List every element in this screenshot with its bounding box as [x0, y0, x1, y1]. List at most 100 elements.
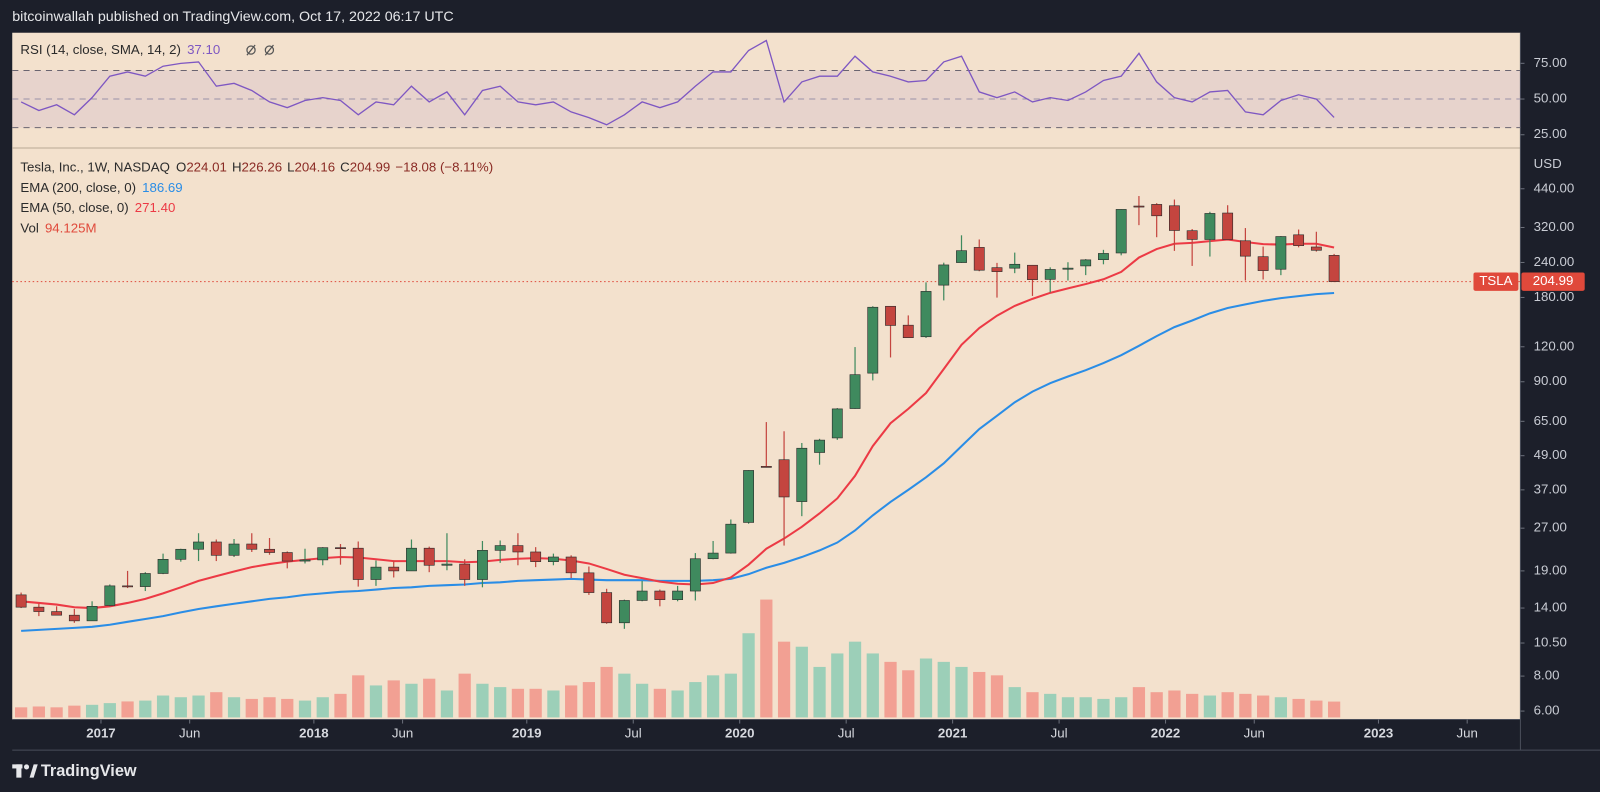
volume-bar	[458, 673, 471, 718]
candle-body	[370, 566, 382, 580]
y-tick-label: 19.00	[1534, 562, 1567, 577]
y-tick-label: 75.00	[1534, 55, 1567, 70]
candle-body	[246, 543, 258, 550]
ohlc-key: O	[176, 159, 186, 174]
volume-bar	[103, 703, 116, 718]
volume-bar	[85, 704, 99, 718]
logo-part	[16, 764, 22, 778]
ohlc-value: 204.99	[350, 159, 391, 174]
candle-body	[388, 566, 400, 572]
candle-body	[264, 548, 275, 553]
volume-bar	[263, 697, 276, 718]
volume-bar	[139, 700, 152, 718]
volume-bar	[440, 690, 454, 718]
candle-body	[210, 541, 222, 556]
volume-bar	[476, 683, 489, 718]
candle-body	[1257, 256, 1269, 271]
volume-bar	[227, 697, 241, 718]
x-tick-label: 2020	[725, 725, 754, 740]
volume-bar	[245, 698, 258, 718]
volume-bar	[369, 685, 383, 718]
x-tick-label: 2018	[299, 725, 328, 740]
volume-bar	[529, 688, 542, 718]
candle-body	[814, 439, 825, 453]
rsi-legend: RSI (14, close, SMA, 14, 2) 37.10	[20, 42, 220, 57]
candle-body	[352, 547, 364, 580]
candle-body	[299, 559, 311, 562]
y-tick-label: 65.00	[1534, 413, 1567, 428]
candle-body	[1115, 209, 1127, 254]
volume-bar	[121, 701, 134, 718]
volume-bar	[937, 661, 950, 718]
volume-bar	[1239, 693, 1252, 718]
candle-body	[938, 264, 950, 286]
candle-body	[15, 594, 27, 608]
volume-bar	[1310, 700, 1323, 718]
candle-body	[33, 606, 45, 612]
logo-part	[23, 764, 30, 770]
price-tag-label: 204.99	[1533, 273, 1574, 288]
volume-bar	[902, 670, 915, 718]
volume-bar	[316, 697, 329, 718]
volume-bar	[50, 707, 63, 718]
candle-body	[1328, 255, 1340, 282]
candle-body	[494, 545, 506, 551]
logo-part	[29, 764, 38, 778]
y-tick-label: 90.00	[1534, 373, 1567, 388]
candle-body	[725, 523, 737, 554]
volume-bar	[68, 705, 81, 718]
volume-name: Vol	[20, 220, 38, 235]
candle-body	[956, 250, 967, 263]
volume-bar	[1274, 697, 1287, 718]
candle-body	[885, 305, 896, 326]
volume-bar	[1292, 698, 1305, 718]
volume-bar	[1079, 697, 1092, 718]
volume-bar	[1026, 692, 1039, 718]
ohlc-value: 226.26	[242, 159, 283, 174]
brand: TradingView	[41, 762, 137, 780]
y-tick-label: 27.00	[1534, 520, 1567, 535]
candle-body	[139, 573, 151, 587]
volume-bar	[1044, 693, 1057, 718]
volume-bar	[990, 675, 1004, 718]
x-tick-label: 2023	[1364, 725, 1393, 740]
volume-bar	[760, 599, 773, 718]
candle-body	[849, 374, 861, 409]
currency-label: USD	[1534, 156, 1562, 171]
x-tick-label: Jun	[1456, 725, 1477, 740]
candle-body	[51, 611, 63, 616]
y-tick-label: 10.50	[1534, 635, 1567, 650]
candle-body	[530, 551, 542, 562]
volume-value: 94.125M	[45, 220, 97, 235]
x-tick-label: Jun	[1244, 725, 1265, 740]
volume-bar	[1150, 692, 1163, 718]
candle-body	[335, 547, 346, 549]
volume-bar	[973, 671, 986, 718]
volume-bar	[1168, 690, 1181, 718]
volume-bar	[565, 685, 578, 718]
x-tick-label: 2017	[86, 725, 115, 740]
x-tick-label: Jun	[392, 725, 413, 740]
candle-body	[672, 590, 684, 600]
candle-body	[867, 306, 879, 374]
volume-bar	[1132, 687, 1146, 718]
volume-bar	[174, 697, 187, 718]
candle-body	[760, 466, 772, 468]
volume-bar	[1203, 695, 1217, 718]
candle-body	[423, 547, 435, 566]
candle-body	[441, 563, 453, 566]
volume-bar	[777, 641, 791, 718]
candle-body	[1044, 269, 1056, 280]
volume-bar	[298, 700, 312, 718]
volume-bar	[653, 688, 666, 718]
volume-bar	[1061, 697, 1075, 718]
candle-body	[68, 614, 80, 622]
ohlc-value: 204.16	[295, 159, 336, 174]
volume-bar	[813, 666, 826, 718]
candle-body	[973, 247, 985, 271]
y-tick-label: 14.00	[1534, 600, 1567, 615]
candle-body	[175, 548, 187, 560]
rsi-line	[20, 39, 1335, 126]
volume-bar	[955, 666, 968, 718]
